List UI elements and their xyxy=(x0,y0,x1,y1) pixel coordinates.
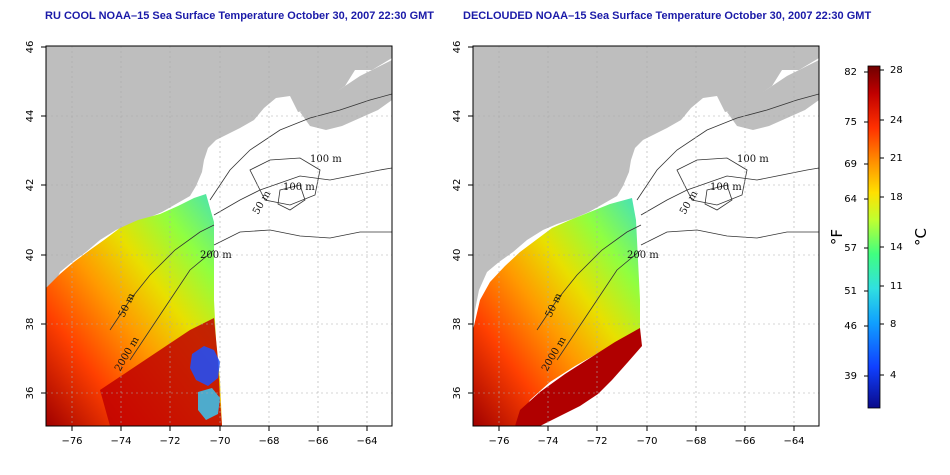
colorbar-f-label: 69 xyxy=(844,159,857,170)
warm-core xyxy=(100,318,222,426)
colorbar-c-label: 28 xyxy=(890,65,903,76)
colorbar-f-label: 64 xyxy=(844,194,857,205)
colorbar-c-label: 8 xyxy=(890,319,896,330)
bathymetry-contours xyxy=(536,93,819,361)
y-tick-label: 38 xyxy=(25,318,36,331)
right-y-axis: 46 44 42 40 38 36 xyxy=(452,41,473,400)
colorbar-unit-fahrenheit: °F xyxy=(828,229,846,245)
x-tick-label: −68 xyxy=(685,436,706,447)
land-mass xyxy=(46,46,392,330)
y-tick-label: 40 xyxy=(452,249,463,262)
nova-scotia xyxy=(300,60,392,130)
x-tick-label: −70 xyxy=(209,436,230,447)
x-tick-label: −74 xyxy=(110,436,131,447)
cloud-patch xyxy=(190,346,220,386)
x-tick-label: −64 xyxy=(356,436,377,447)
contour-label: 100 m xyxy=(310,154,342,165)
left-x-axis: −76 −74 −72 −70 −68 −66 −64 xyxy=(61,426,378,447)
colorbar-c-label: 14 xyxy=(890,242,903,253)
colorbar-f-label: 75 xyxy=(844,117,857,128)
y-tick-label: 44 xyxy=(25,110,36,123)
contour-label: 100 m xyxy=(737,154,769,165)
bathymetry-contours xyxy=(109,93,392,361)
colorbar-f-label: 51 xyxy=(844,286,857,297)
colorbar-c-label: 4 xyxy=(890,370,896,381)
nova-scotia xyxy=(727,60,819,130)
y-tick-label: 44 xyxy=(452,110,463,123)
left-map-title: RU COOL NOAA–15 Sea Surface Temperature … xyxy=(45,10,435,22)
left-y-axis: 46 44 42 40 38 36 xyxy=(25,41,46,400)
contour-label: 100 m xyxy=(710,182,742,193)
contour-label: 200 m xyxy=(627,250,659,261)
x-tick-label: −70 xyxy=(636,436,657,447)
right-map-title: DECLOUDED NOAA–15 Sea Surface Temperatur… xyxy=(463,10,872,22)
colorbar-f-label: 39 xyxy=(844,371,857,382)
colorbar-f-label: 46 xyxy=(844,321,857,332)
y-tick-label: 38 xyxy=(452,318,463,331)
left-map-panel xyxy=(46,46,392,426)
y-tick-label: 42 xyxy=(25,179,36,192)
graticule xyxy=(473,46,819,426)
y-tick-label: 36 xyxy=(25,387,36,400)
colorbar-c-label: 11 xyxy=(890,281,903,292)
contour-label: 200 m xyxy=(200,250,232,261)
x-tick-label: −72 xyxy=(586,436,607,447)
colorbar-f-label: 57 xyxy=(844,243,857,254)
colorbar-unit-celsius: °C xyxy=(912,228,930,246)
colorbar-c-label: 21 xyxy=(890,153,903,164)
x-tick-label: −68 xyxy=(258,436,279,447)
y-tick-label: 36 xyxy=(452,387,463,400)
cloud-patch-2 xyxy=(198,388,220,420)
colorbar-c-label: 24 xyxy=(890,115,903,126)
colorbar-f-label: 82 xyxy=(844,67,857,78)
right-x-axis: −76 −74 −72 −70 −68 −66 −64 xyxy=(488,426,805,447)
x-tick-label: −66 xyxy=(734,436,755,447)
graticule xyxy=(46,46,392,426)
y-tick-label: 46 xyxy=(452,41,463,54)
y-tick-label: 40 xyxy=(25,249,36,262)
x-tick-label: −66 xyxy=(307,436,328,447)
land-mass xyxy=(473,46,819,330)
x-tick-label: −76 xyxy=(488,436,509,447)
colorbar-c-label: 18 xyxy=(890,192,903,203)
colorbar-gradient xyxy=(867,65,881,409)
y-tick-label: 42 xyxy=(452,179,463,192)
warm-core xyxy=(515,328,642,426)
x-tick-label: −72 xyxy=(159,436,180,447)
right-map-frame xyxy=(472,45,820,427)
x-tick-label: −64 xyxy=(783,436,804,447)
x-tick-label: −76 xyxy=(61,436,82,447)
contour-label: 100 m xyxy=(283,182,315,193)
left-map-frame xyxy=(45,45,393,427)
colorbar: 82 75 69 64 57 51 46 39 28 24 21 18 14 1… xyxy=(828,65,930,409)
right-map-panel xyxy=(473,46,819,426)
x-tick-label: −74 xyxy=(537,436,558,447)
y-tick-label: 46 xyxy=(25,41,36,54)
